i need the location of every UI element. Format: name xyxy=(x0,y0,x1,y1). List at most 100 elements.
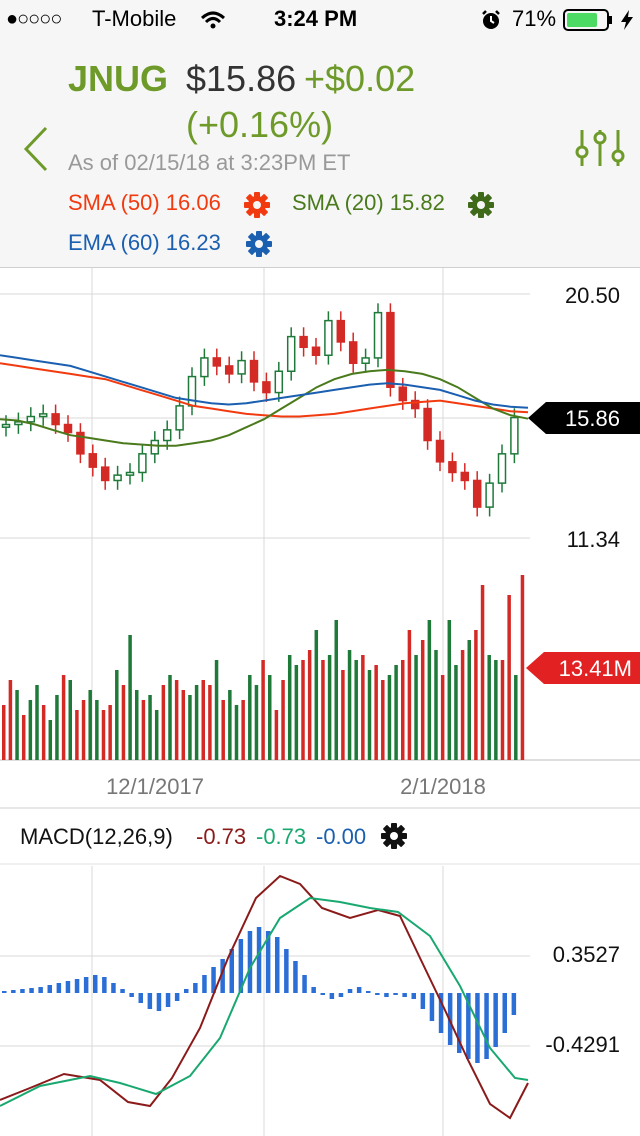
macd-histogram-bar xyxy=(502,993,507,1033)
candle-body xyxy=(472,479,482,508)
macd-histogram-bar xyxy=(138,993,143,1003)
candle-body xyxy=(410,399,420,410)
indicator-sma20[interactable]: SMA (20) 15.82 xyxy=(292,190,445,216)
gear-icon[interactable] xyxy=(466,190,496,220)
current-price-marker: 15.86 xyxy=(528,402,640,434)
alarm-icon xyxy=(482,10,500,29)
candle-body xyxy=(150,439,160,455)
gear-icon[interactable] xyxy=(381,823,407,849)
volume-bar xyxy=(208,685,212,760)
macd-histogram-bar xyxy=(102,977,107,993)
volume-bar xyxy=(48,720,53,760)
macd-histogram-bar xyxy=(466,993,471,1059)
volume-bar xyxy=(181,690,186,760)
volume-bar xyxy=(41,705,46,760)
macd-histogram-bar xyxy=(356,987,362,993)
volume-bar xyxy=(294,665,299,760)
macd-histogram-bar xyxy=(38,987,43,993)
volume-bar xyxy=(500,660,505,760)
price-volume-macd-chart[interactable]: 20.50 11.34 15.86 13.41M 12/1/2017 2/1/2… xyxy=(0,268,640,1136)
signal-line xyxy=(0,896,529,1107)
sliders-icon[interactable] xyxy=(572,126,628,170)
macd-histogram-bar xyxy=(320,993,325,995)
quote-timestamp: As of 02/15/18 at 3:23PM ET xyxy=(68,150,351,175)
candle-body xyxy=(286,335,296,372)
candle-body xyxy=(311,346,321,357)
volume-bar xyxy=(254,685,259,760)
volume-bar xyxy=(347,650,352,760)
current-price-label: 15.86 xyxy=(565,406,620,431)
price-axis-high: 20.50 xyxy=(565,283,620,308)
macd-histogram-bar xyxy=(393,993,398,995)
volume-bar xyxy=(381,680,385,760)
candle-body xyxy=(262,381,271,394)
macd-histogram-bar xyxy=(347,989,353,993)
indicator-ema60[interactable]: EMA (60) 16.23 xyxy=(68,230,221,256)
volume-bar xyxy=(487,655,491,760)
current-volume-label: 13.41M xyxy=(559,656,632,681)
macd-histogram-bar xyxy=(284,949,289,993)
volume-bar xyxy=(354,660,358,760)
volume-bar xyxy=(434,650,438,760)
ticker-symbol: JNUG xyxy=(68,58,169,99)
candle-body xyxy=(386,311,395,388)
volume-bar xyxy=(168,675,172,760)
macd-histogram-bar xyxy=(457,993,462,1053)
macd-axis-high: 0.3527 xyxy=(553,942,620,967)
carrier-label: T-Mobile xyxy=(92,6,177,31)
status-bar: ●○○○○ T-Mobile 3:24 PM 71% xyxy=(0,0,640,40)
volume-bar xyxy=(307,650,312,760)
current-volume-marker: 13.41M xyxy=(526,652,640,684)
chart-panel[interactable]: 20.50 11.34 15.86 13.41M 12/1/2017 2/1/2… xyxy=(0,268,640,1136)
candlestick-series xyxy=(1,303,519,517)
gear-icon[interactable] xyxy=(244,229,274,259)
macd-signal-value: -0.73 xyxy=(256,824,306,849)
candle-body xyxy=(1,423,11,428)
volume-bar xyxy=(314,630,319,760)
volume-bar xyxy=(474,630,478,760)
volume-bar xyxy=(374,665,378,760)
macd-histogram-bar xyxy=(375,993,380,995)
chevron-left-icon[interactable] xyxy=(20,124,52,174)
ma-line xyxy=(0,362,529,418)
macd-histogram xyxy=(2,927,517,1063)
macd-histogram-bar xyxy=(247,931,253,993)
volume-bar xyxy=(494,660,498,760)
volume-bar xyxy=(141,700,146,760)
volume-bar xyxy=(35,685,39,760)
candle-body xyxy=(274,370,284,394)
macd-line xyxy=(0,874,529,1120)
macd-histogram-bar xyxy=(402,993,407,997)
time-axis-tick: 12/1/2017 xyxy=(106,774,204,799)
volume-bar xyxy=(387,675,392,760)
candle-body xyxy=(51,413,60,426)
volume-bar xyxy=(128,635,132,760)
macd-histogram-bar xyxy=(129,993,134,997)
macd-histogram-bar xyxy=(220,959,225,993)
volume-bar xyxy=(174,680,179,760)
indicator-sma50[interactable]: SMA (50) 16.06 xyxy=(68,190,221,216)
macd-histogram-bar xyxy=(211,967,216,993)
candle-body xyxy=(460,471,470,482)
candle-body xyxy=(14,421,23,426)
volume-bar xyxy=(248,675,252,760)
gear-icon[interactable] xyxy=(242,190,272,220)
volume-bar xyxy=(188,695,192,760)
time-axis-tick: 2/1/2018 xyxy=(400,774,486,799)
price-change: +$0.02 xyxy=(304,58,416,99)
volume-bar xyxy=(148,695,152,760)
candle-body xyxy=(26,415,36,423)
candle-body xyxy=(113,474,122,482)
volume-bar xyxy=(81,700,86,760)
macd-histogram-bar xyxy=(11,990,16,993)
candle-body xyxy=(63,423,73,434)
volume-bar xyxy=(440,675,445,760)
volume-bar xyxy=(507,595,511,760)
volume-bar xyxy=(115,670,119,760)
candle-body xyxy=(200,357,209,378)
macd-histogram-value: -0.00 xyxy=(316,824,366,849)
volume-bar xyxy=(427,620,432,760)
price-axis-low: 11.34 xyxy=(567,527,620,552)
ma-line xyxy=(0,368,529,447)
macd-value: -0.73 xyxy=(196,824,246,849)
